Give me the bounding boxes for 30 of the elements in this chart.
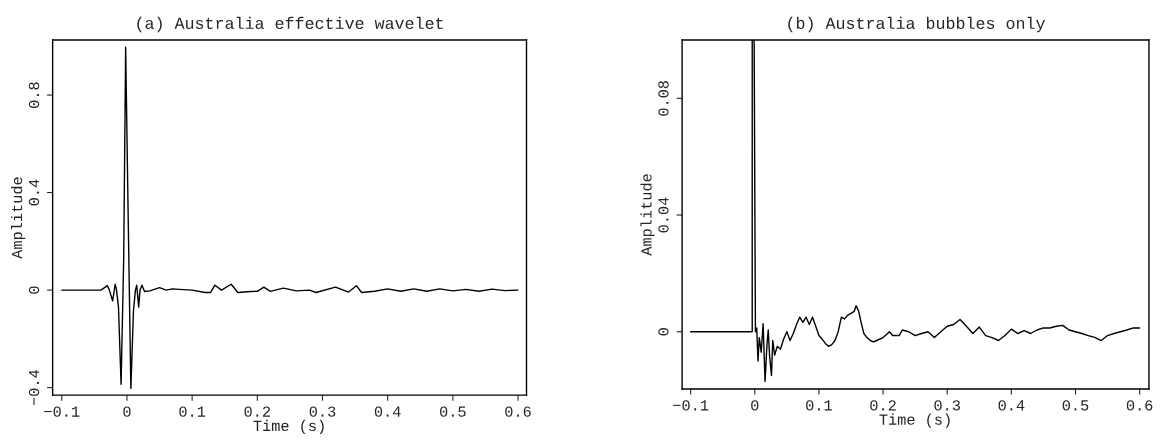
x-tick-label: 0.2 (244, 406, 270, 417)
x-tick-label: 0.4 (998, 400, 1025, 411)
x-tick-label: 0.5 (1062, 400, 1089, 411)
x-tick-label: 0.2 (870, 400, 896, 411)
y-tick-label: 0.4 (28, 179, 40, 206)
chart-title: (a) Australia effective wavelet (137, 16, 443, 33)
y-tick-label: 0 (658, 328, 669, 336)
x-axis-title: Time (s) (879, 413, 950, 428)
y-tick-label: −0.4 (28, 370, 40, 406)
y-tick-label: 0.04 (658, 197, 669, 233)
x-tick-label: 0.6 (505, 406, 531, 417)
x-tick-label: −0.1 (44, 406, 80, 417)
x-tick-label: 0.1 (179, 406, 206, 417)
x-tick-label: 0.1 (806, 400, 832, 411)
y-axis-title: Amplitude (10, 177, 26, 259)
x-tick-label: −0.1 (673, 400, 709, 411)
y-tick-label: 0.8 (28, 82, 40, 108)
y-axis-title: Amplitude (640, 174, 655, 256)
x-tick-label: 0.3 (309, 406, 336, 417)
x-tick-label: 0.6 (1126, 400, 1153, 411)
chart-title: (b) Australia bubbles only (788, 16, 1045, 33)
x-tick-label: 0.3 (934, 400, 960, 411)
x-tick-label: 0.4 (374, 406, 401, 417)
x-tick-label: 0 (123, 406, 131, 417)
line-series (61, 46, 519, 390)
y-tick-label: 0 (28, 286, 40, 294)
x-tick-label: 0 (751, 400, 759, 411)
x-axis-title: Time (s) (253, 419, 324, 435)
x-tick-label: 0.5 (440, 406, 466, 417)
y-tick-label: 0.08 (658, 80, 669, 116)
